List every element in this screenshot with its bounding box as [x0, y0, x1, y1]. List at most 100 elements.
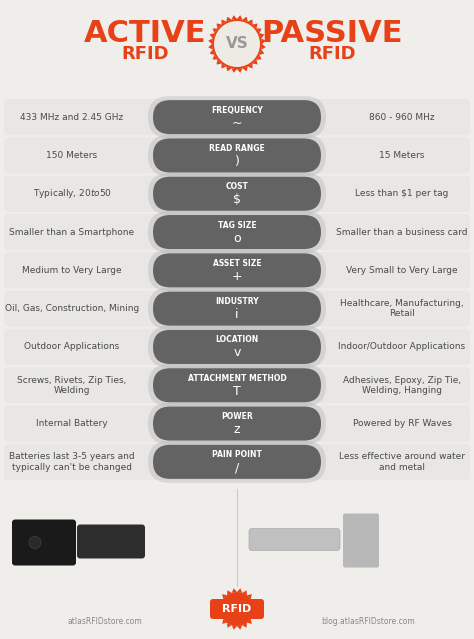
FancyBboxPatch shape	[249, 528, 340, 551]
FancyBboxPatch shape	[153, 253, 321, 288]
FancyBboxPatch shape	[148, 288, 326, 330]
FancyBboxPatch shape	[148, 249, 326, 291]
Text: Indoor/Outdoor Applications: Indoor/Outdoor Applications	[338, 343, 465, 351]
Text: Adhesives, Epoxy, Zip Tie, Welding, Hanging: Adhesives, Epoxy, Zip Tie, Welding, Hang…	[343, 376, 461, 395]
Polygon shape	[237, 625, 242, 630]
FancyBboxPatch shape	[4, 329, 470, 365]
Text: i: i	[235, 308, 239, 321]
Circle shape	[214, 21, 260, 67]
Polygon shape	[232, 589, 237, 593]
Text: ACTIVE: ACTIVE	[84, 20, 206, 49]
Polygon shape	[219, 599, 223, 604]
FancyBboxPatch shape	[4, 214, 470, 250]
Circle shape	[29, 537, 41, 548]
Text: LOCATION: LOCATION	[215, 335, 259, 344]
Polygon shape	[210, 50, 214, 55]
FancyBboxPatch shape	[148, 173, 326, 215]
Polygon shape	[221, 63, 226, 68]
Polygon shape	[253, 24, 257, 28]
Text: Oil, Gas, Construction, Mining: Oil, Gas, Construction, Mining	[5, 304, 139, 313]
Polygon shape	[253, 609, 258, 614]
Polygon shape	[261, 38, 266, 44]
Text: Smaller than a Smartphone: Smaller than a Smartphone	[9, 227, 135, 236]
Polygon shape	[227, 623, 232, 627]
FancyBboxPatch shape	[153, 100, 321, 134]
Polygon shape	[221, 19, 226, 24]
Polygon shape	[248, 19, 253, 24]
Text: Powered by RF Waves: Powered by RF Waves	[353, 419, 451, 428]
FancyBboxPatch shape	[4, 99, 470, 135]
Polygon shape	[216, 609, 221, 614]
FancyBboxPatch shape	[210, 599, 264, 619]
Polygon shape	[237, 589, 242, 593]
Text: Internal Battery: Internal Battery	[36, 419, 108, 428]
Polygon shape	[251, 614, 255, 619]
FancyBboxPatch shape	[153, 406, 321, 440]
Text: ~: ~	[232, 117, 242, 130]
Circle shape	[212, 19, 262, 69]
FancyBboxPatch shape	[153, 445, 321, 479]
Text: Smaller than a business card: Smaller than a business card	[336, 227, 468, 236]
Polygon shape	[251, 599, 255, 604]
FancyBboxPatch shape	[148, 441, 326, 483]
Text: blog.atlasRFIDstore.com: blog.atlasRFIDstore.com	[321, 617, 415, 626]
Text: Typically, $20 to $50: Typically, $20 to $50	[33, 187, 111, 200]
Text: $: $	[233, 193, 241, 206]
Polygon shape	[253, 59, 257, 65]
FancyBboxPatch shape	[4, 367, 470, 403]
FancyBboxPatch shape	[148, 96, 326, 138]
Text: RFID: RFID	[121, 45, 169, 63]
Text: INDUSTRY: INDUSTRY	[215, 297, 259, 306]
Polygon shape	[231, 68, 237, 73]
Text: v: v	[233, 346, 241, 360]
Polygon shape	[222, 594, 227, 599]
FancyBboxPatch shape	[77, 525, 145, 558]
Text: 860 - 960 MHz: 860 - 960 MHz	[369, 112, 435, 121]
FancyBboxPatch shape	[153, 215, 321, 249]
FancyBboxPatch shape	[148, 326, 326, 368]
FancyBboxPatch shape	[4, 176, 470, 212]
Text: 150 Meters: 150 Meters	[46, 151, 98, 160]
FancyBboxPatch shape	[4, 405, 470, 442]
Text: Screws, Rivets, Zip Ties, Welding: Screws, Rivets, Zip Ties, Welding	[18, 376, 127, 395]
Polygon shape	[217, 24, 221, 28]
Text: FREQUENCY: FREQUENCY	[211, 105, 263, 114]
Polygon shape	[217, 59, 221, 65]
Text: ): )	[235, 155, 239, 168]
Polygon shape	[231, 15, 237, 20]
Text: Medium to Very Large: Medium to Very Large	[22, 266, 122, 275]
FancyBboxPatch shape	[153, 177, 321, 211]
Polygon shape	[219, 614, 223, 619]
Polygon shape	[210, 33, 214, 38]
FancyBboxPatch shape	[148, 211, 326, 253]
Polygon shape	[208, 44, 213, 50]
FancyBboxPatch shape	[4, 443, 470, 480]
Text: Less effective around water and metal: Less effective around water and metal	[339, 452, 465, 472]
Polygon shape	[232, 625, 237, 630]
Polygon shape	[260, 50, 264, 55]
Polygon shape	[237, 15, 243, 20]
Polygon shape	[222, 619, 227, 624]
Text: ATTACHMENT METHOD: ATTACHMENT METHOD	[188, 374, 286, 383]
Text: Very Small to Very Large: Very Small to Very Large	[346, 266, 458, 275]
Text: VS: VS	[226, 36, 248, 52]
Text: RFID: RFID	[222, 604, 252, 614]
Text: T: T	[233, 385, 241, 397]
FancyBboxPatch shape	[4, 137, 470, 174]
Text: COST: COST	[226, 182, 248, 191]
Text: PAIN POINT: PAIN POINT	[212, 450, 262, 459]
Polygon shape	[243, 66, 248, 72]
Text: 15 Meters: 15 Meters	[379, 151, 425, 160]
Polygon shape	[242, 590, 247, 596]
Polygon shape	[261, 44, 266, 50]
FancyBboxPatch shape	[343, 514, 379, 567]
Text: TAG SIZE: TAG SIZE	[218, 220, 256, 229]
Polygon shape	[247, 594, 252, 599]
Circle shape	[220, 592, 254, 626]
Text: Less than $1 per tag: Less than $1 per tag	[356, 189, 449, 198]
Polygon shape	[226, 17, 231, 22]
Polygon shape	[248, 63, 253, 68]
FancyBboxPatch shape	[4, 252, 470, 288]
FancyBboxPatch shape	[153, 330, 321, 364]
Text: Outdoor Applications: Outdoor Applications	[24, 343, 119, 351]
